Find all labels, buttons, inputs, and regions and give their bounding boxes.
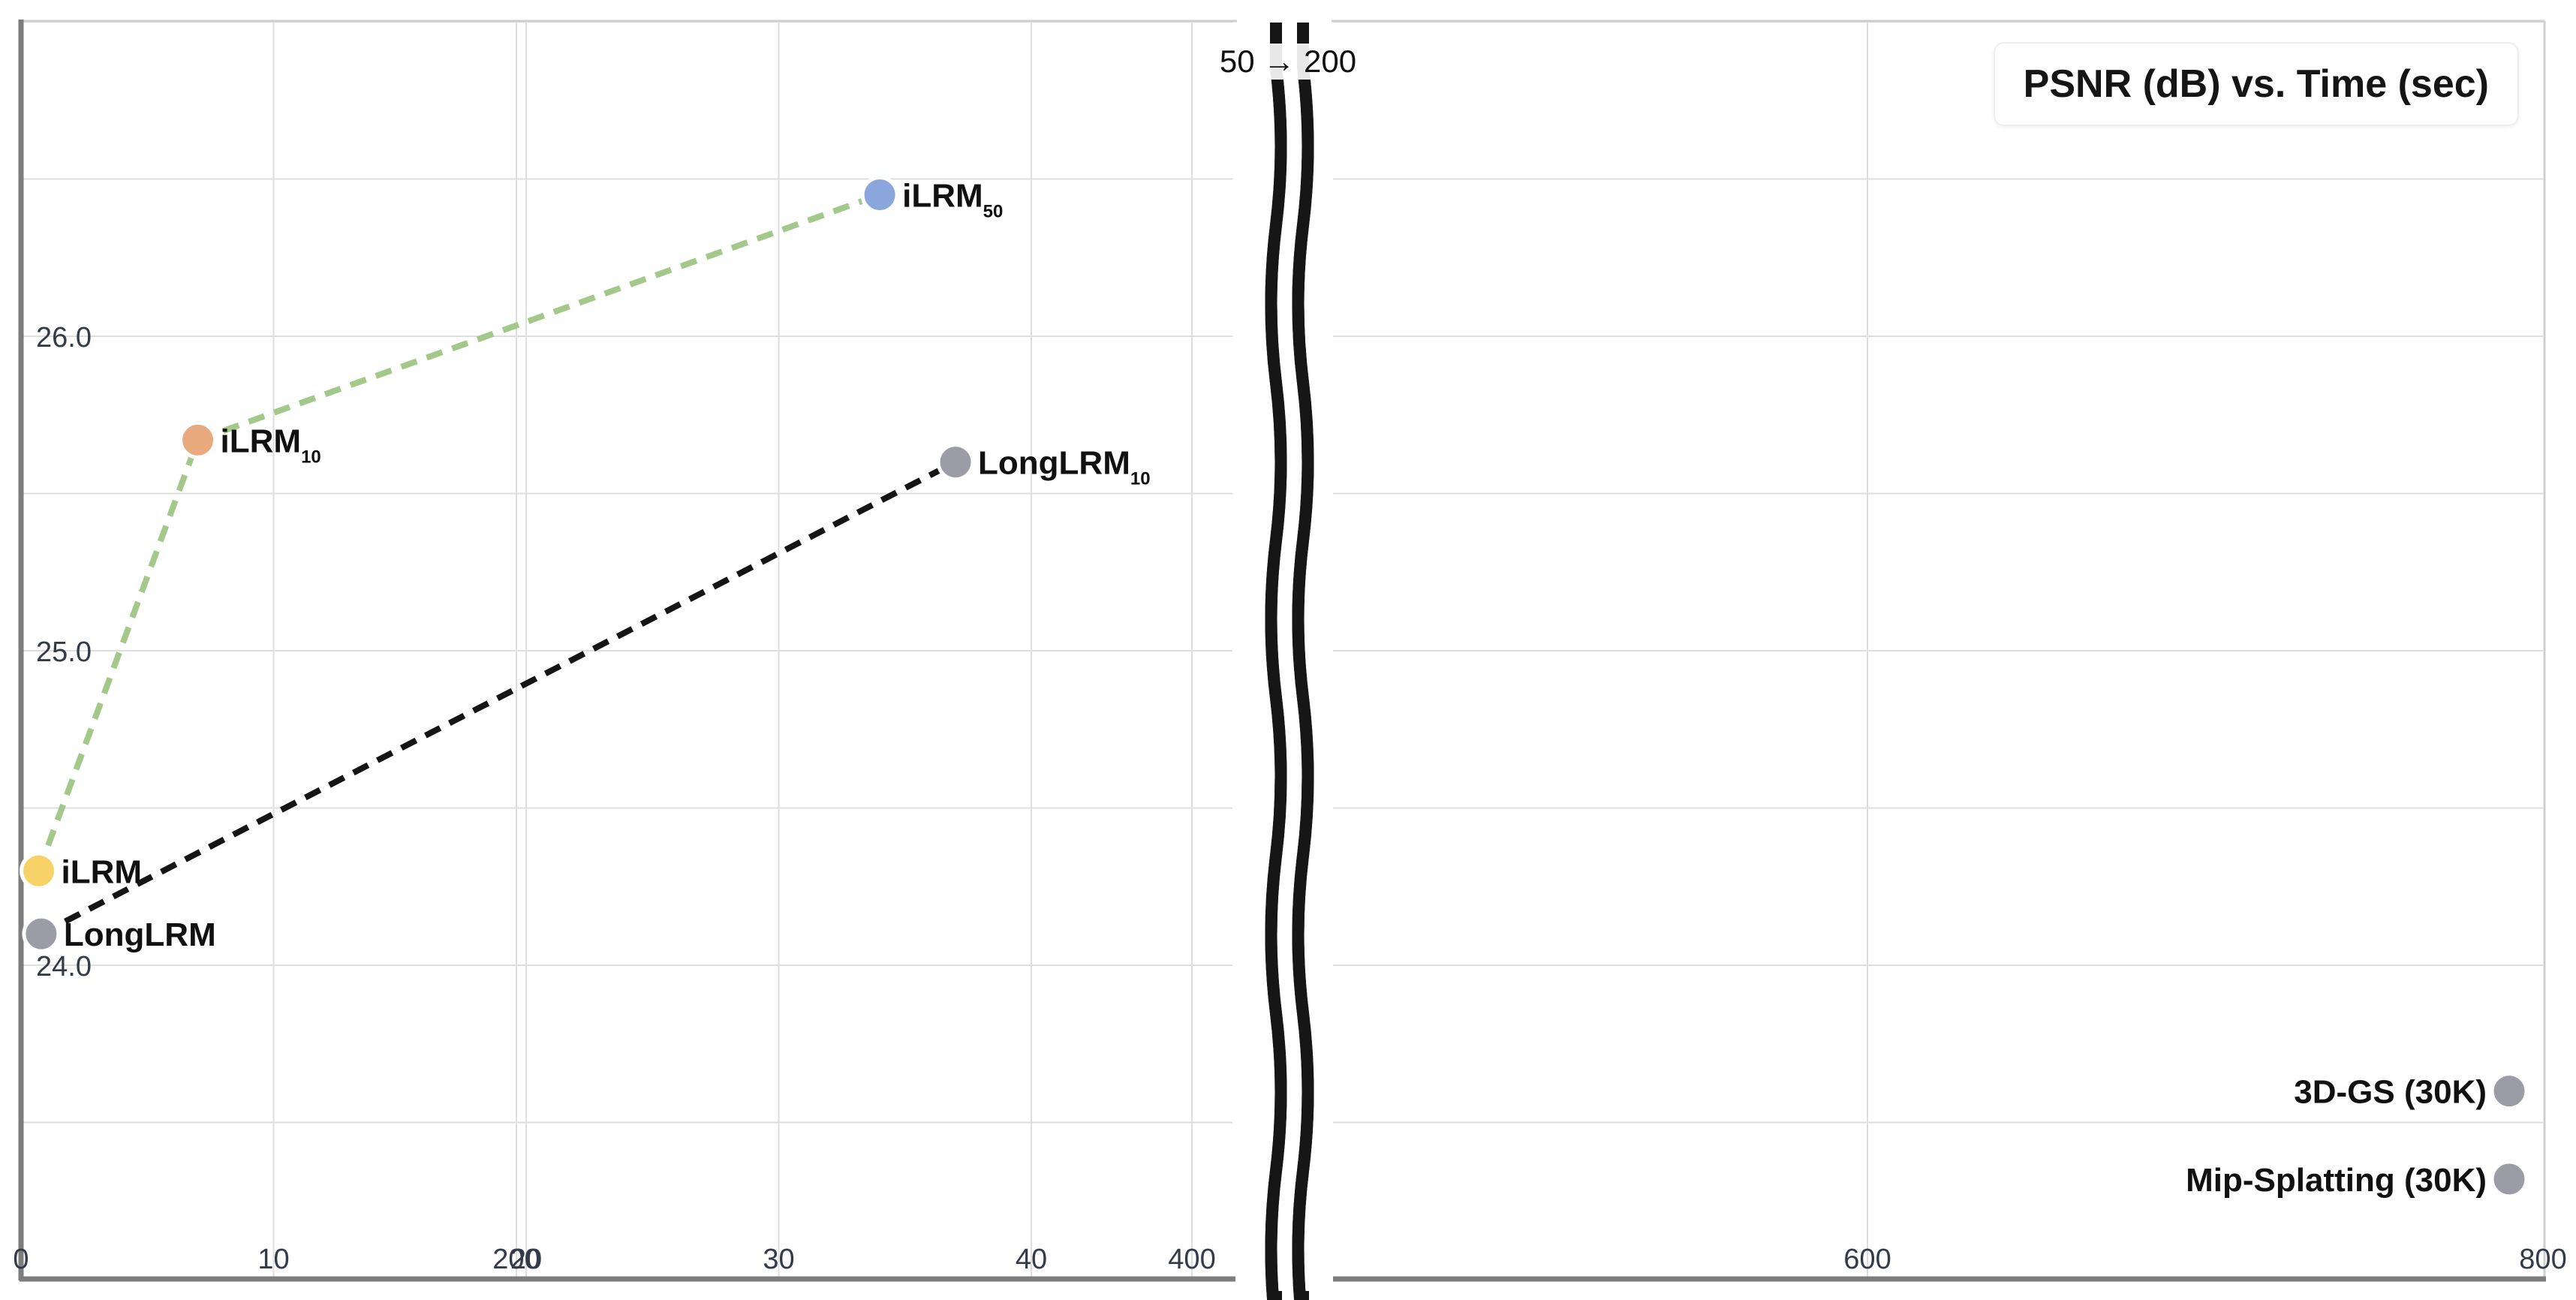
axes: [18, 20, 2546, 1282]
y-tick-label: 26.0: [36, 322, 92, 354]
series-line: [40, 459, 957, 937]
point-labels: iLRM LongLRM iLRM10 iLRM50 LongLRM10 3D-GS (3…: [62, 177, 2487, 1198]
tick-labels: 24.0 25.0 26.0 0 10 20 30 40 200 400 600 800: [13, 322, 2566, 1275]
chart-title-box: PSNR (dB) vs. Time (sec): [1993, 42, 2519, 126]
point-label: 3D-GS (30K): [2294, 1074, 2487, 1111]
point-label: iLRM: [62, 853, 143, 890]
chart-title: PSNR (dB) vs. Time (sec): [2023, 62, 2489, 106]
data-point: [179, 420, 218, 459]
x-tick-label: 600: [1843, 1244, 1891, 1275]
x-tick-label: 30: [763, 1244, 794, 1275]
grid: [21, 21, 2543, 1277]
break-label-bg: [1216, 44, 1366, 80]
x-tick-label: 800: [2519, 1244, 2566, 1275]
break-label: 50 → 200: [1220, 44, 1356, 79]
x-tick-label: 40: [1016, 1244, 1047, 1275]
break-line-overlay: [1292, 23, 1314, 1300]
point-label: Mip-Splatting (30K): [2186, 1162, 2487, 1199]
point-label: LongLRM10: [978, 445, 1151, 489]
point-label: LongLRM: [64, 916, 216, 953]
data-point: [22, 914, 61, 953]
y-tick-label: 24.0: [36, 951, 92, 983]
data-point: [20, 851, 59, 890]
y-tick-label: 25.0: [36, 636, 92, 668]
data-point: [2490, 1160, 2529, 1199]
x-tick-label: 10: [257, 1244, 289, 1275]
data-points: [20, 175, 2529, 1199]
series-lines: [35, 191, 957, 937]
data-point: [936, 443, 975, 482]
series-line: [35, 191, 881, 872]
x-tick-label: 20: [510, 1244, 542, 1275]
point-label: iLRM10: [221, 423, 321, 467]
break-line-overlay: [1265, 23, 1287, 1300]
x-tick-label: 200: [492, 1244, 540, 1275]
point-label: iLRM50: [902, 177, 1003, 221]
x-tick-label: 0: [13, 1244, 29, 1275]
axis-break: 50 → 200: [1216, 0, 1366, 1300]
data-point: [2490, 1072, 2529, 1111]
data-point: [860, 175, 899, 214]
x-tick-label: 400: [1168, 1244, 1215, 1275]
